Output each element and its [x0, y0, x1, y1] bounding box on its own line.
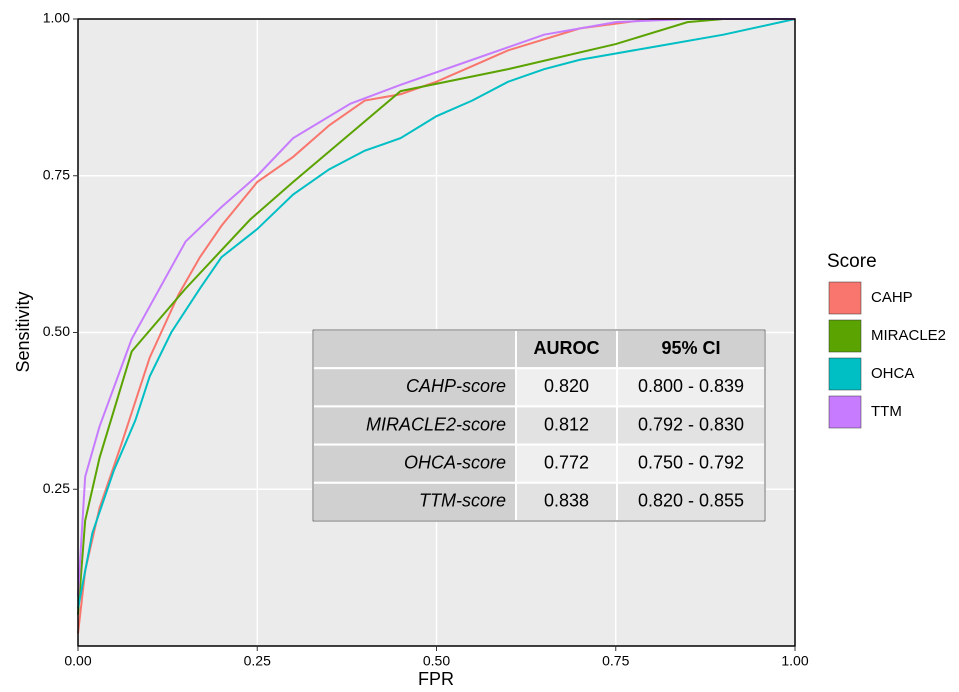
- roc-curve: [77, 18, 795, 634]
- legend-label: OHCA: [871, 365, 914, 382]
- table-text: CAHP-score: [406, 376, 506, 396]
- x-tick-label: 1.00: [781, 653, 808, 669]
- x-tick-label: 0.50: [423, 653, 450, 669]
- legend-label: CAHP: [871, 289, 913, 306]
- y-tick-label: 0.50: [43, 323, 70, 339]
- table-text: 0.750 - 0.792: [638, 452, 744, 472]
- x-axis-title: FPR: [418, 669, 454, 689]
- table-text: 0.772: [544, 452, 589, 472]
- table-text: 0.812: [544, 414, 589, 434]
- table-text: TTM-score: [419, 491, 506, 511]
- table-header: 95% CI: [661, 338, 720, 358]
- table-text: 0.838: [544, 491, 589, 511]
- roc-curve: [77, 18, 796, 609]
- y-tick-label: 1.00: [43, 10, 70, 26]
- x-tick-label: 0.75: [602, 653, 629, 669]
- legend-key: [828, 357, 862, 391]
- table-text: 0.820: [544, 376, 589, 396]
- table-text: 0.820 - 0.855: [638, 491, 744, 511]
- roc-curve: [77, 18, 795, 596]
- table-text: 0.800 - 0.839: [638, 376, 744, 396]
- table-text: 0.792 - 0.830: [638, 414, 744, 434]
- legend-key: [828, 395, 862, 429]
- table-text: MIRACLE2-score: [366, 414, 506, 434]
- legend: CAHP MIRACLE2 OHCA TTM: [828, 281, 946, 429]
- y-tick-label: 0.75: [43, 166, 70, 182]
- table-header-cell: [616, 329, 766, 370]
- legend-label: TTM: [871, 403, 902, 420]
- table-cell: [515, 367, 618, 408]
- axes: 0.00 0.25 0.50 0.75 1.00 0.25 0.50 0.75 1.00: [43, 10, 809, 669]
- table-border: [312, 329, 766, 522]
- legend-label: MIRACLE2: [871, 327, 946, 344]
- lines: [77, 18, 796, 634]
- table-header: AUROC: [534, 338, 600, 358]
- table-text: OHCA-score: [404, 452, 506, 472]
- table-cell: [515, 481, 618, 522]
- legend-key: [828, 319, 862, 353]
- table-cell: [515, 443, 618, 484]
- legend-title: Score: [827, 251, 877, 272]
- x-tick-label: 0.00: [64, 653, 91, 669]
- x-tick-label: 0.25: [244, 653, 271, 669]
- y-axis-title: Sensitivity: [13, 291, 33, 372]
- table: AUROC 95% CI CAHP-score 0.820 0.800 - 0.839 M…: [312, 329, 766, 522]
- y-tick-label: 0.25: [43, 480, 70, 496]
- table-cell: [616, 405, 766, 446]
- legend-key: [828, 281, 862, 315]
- table-header-cell: [312, 329, 517, 370]
- roc-curve: [77, 18, 795, 615]
